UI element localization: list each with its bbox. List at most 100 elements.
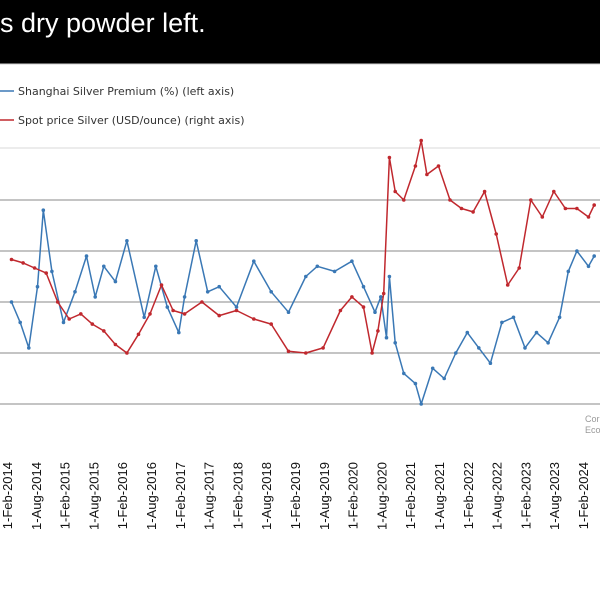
spot-point (350, 295, 354, 299)
series-premium (9, 208, 596, 406)
premium-line (10, 209, 595, 405)
x-tick-label: 1-Aug-2022 (490, 462, 505, 530)
x-tick-label: 1-Feb-2016 (115, 462, 130, 529)
spot-point (586, 215, 591, 219)
premium-point (413, 381, 418, 386)
spot-point (393, 189, 398, 194)
x-tick-label: 1-Feb-2018 (230, 462, 245, 529)
watermark-line-1: Cor (585, 414, 600, 424)
x-tick-label: 1-Feb-2021 (403, 462, 418, 529)
x-tick-label: 1-Aug-2015 (86, 462, 101, 530)
premium-point (9, 300, 14, 304)
premium-point (182, 295, 187, 299)
spot-point (575, 206, 579, 211)
premium-point (332, 269, 337, 274)
spot-point (381, 291, 386, 296)
x-tick-label: 1-Aug-2018 (259, 462, 274, 530)
series-spot (9, 138, 596, 355)
spot-point (252, 317, 256, 321)
spot-point (269, 322, 274, 326)
legend-label-premium: Shanghai Silver Premium (%) (left axis) (18, 85, 234, 98)
spot-point (436, 164, 441, 168)
premium-point (154, 264, 158, 269)
gridlines (0, 199, 600, 405)
spot-point (217, 313, 221, 318)
spot-point (387, 155, 392, 160)
premium-point (35, 284, 40, 289)
x-tick-label: 1-Feb-2022 (461, 462, 476, 529)
x-tick-label: 1-Aug-2014 (29, 462, 44, 530)
x-tick-label: 1-Aug-2020 (374, 462, 389, 530)
premium-point (234, 305, 239, 309)
spot-point (321, 346, 325, 350)
spot-point (136, 332, 141, 337)
x-tick-label: 1-Aug-2016 (144, 462, 159, 530)
premium-point (419, 402, 424, 406)
spot-point (55, 300, 60, 304)
premium-point (73, 290, 77, 294)
spot-point (494, 232, 499, 236)
spot-point (402, 198, 406, 202)
premium-point (84, 254, 89, 258)
spot-point (67, 317, 71, 321)
x-tick-label: 1-Aug-2017 (202, 462, 217, 530)
spot-point (448, 198, 452, 202)
spot-point (113, 342, 118, 347)
chart-panel (0, 64, 600, 600)
premium-point (586, 264, 591, 269)
x-tick-label: 1-Feb-2014 (0, 462, 15, 529)
spot-point (304, 351, 308, 355)
premium-point (165, 305, 170, 309)
premium-point (113, 279, 118, 284)
spot-point (361, 305, 366, 309)
premium-point (252, 259, 256, 264)
spot-point (9, 257, 14, 262)
x-tick-label: 1-Feb-2020 (346, 462, 361, 529)
spot-point (234, 308, 239, 313)
premium-point (511, 315, 516, 320)
spot-point (413, 164, 418, 168)
premium-point (546, 341, 550, 345)
spot-point (148, 312, 152, 316)
premium-point (566, 269, 571, 274)
premium-point (361, 284, 366, 289)
spot-point (200, 300, 204, 304)
spot-point (338, 308, 343, 313)
premium-point (465, 330, 470, 335)
spot-point (592, 203, 596, 207)
premium-point (350, 259, 354, 264)
premium-point (430, 366, 435, 371)
spot-point (370, 351, 374, 355)
premium-point (379, 295, 383, 299)
spot-point (79, 312, 83, 316)
header-title: s dry powder left. (0, 8, 206, 38)
premium-point (575, 249, 579, 253)
premium-point (477, 346, 481, 350)
premium-point (500, 320, 504, 325)
spot-point (505, 283, 510, 287)
premium-point (592, 254, 596, 258)
header-bar: s dry powder left. (0, 0, 600, 62)
x-tick-label: 1-Aug-2021 (432, 462, 447, 530)
spot-point (552, 189, 556, 194)
spot-point (44, 271, 48, 275)
spot-point (125, 351, 129, 355)
x-tick-label: 1-Feb-2015 (58, 462, 73, 529)
spot-point (482, 189, 487, 194)
legend-label-spot: Spot price Silver (USD/ounce) (right axi… (18, 114, 245, 127)
premium-point (286, 310, 291, 315)
x-tick-label: 1-Aug-2023 (547, 462, 562, 530)
spot-point (459, 206, 464, 211)
spot-point (182, 312, 187, 316)
spot-point (529, 198, 533, 202)
premium-point (454, 351, 458, 355)
x-tick-label: 1-Feb-2023 (518, 462, 533, 529)
spot-point (159, 283, 164, 287)
x-tick-label: 1-Feb-2017 (173, 462, 188, 529)
spot-point (425, 172, 429, 177)
spot-point (102, 329, 106, 333)
premium-point (125, 239, 129, 243)
premium-point (27, 346, 31, 350)
spot-point (471, 210, 475, 214)
